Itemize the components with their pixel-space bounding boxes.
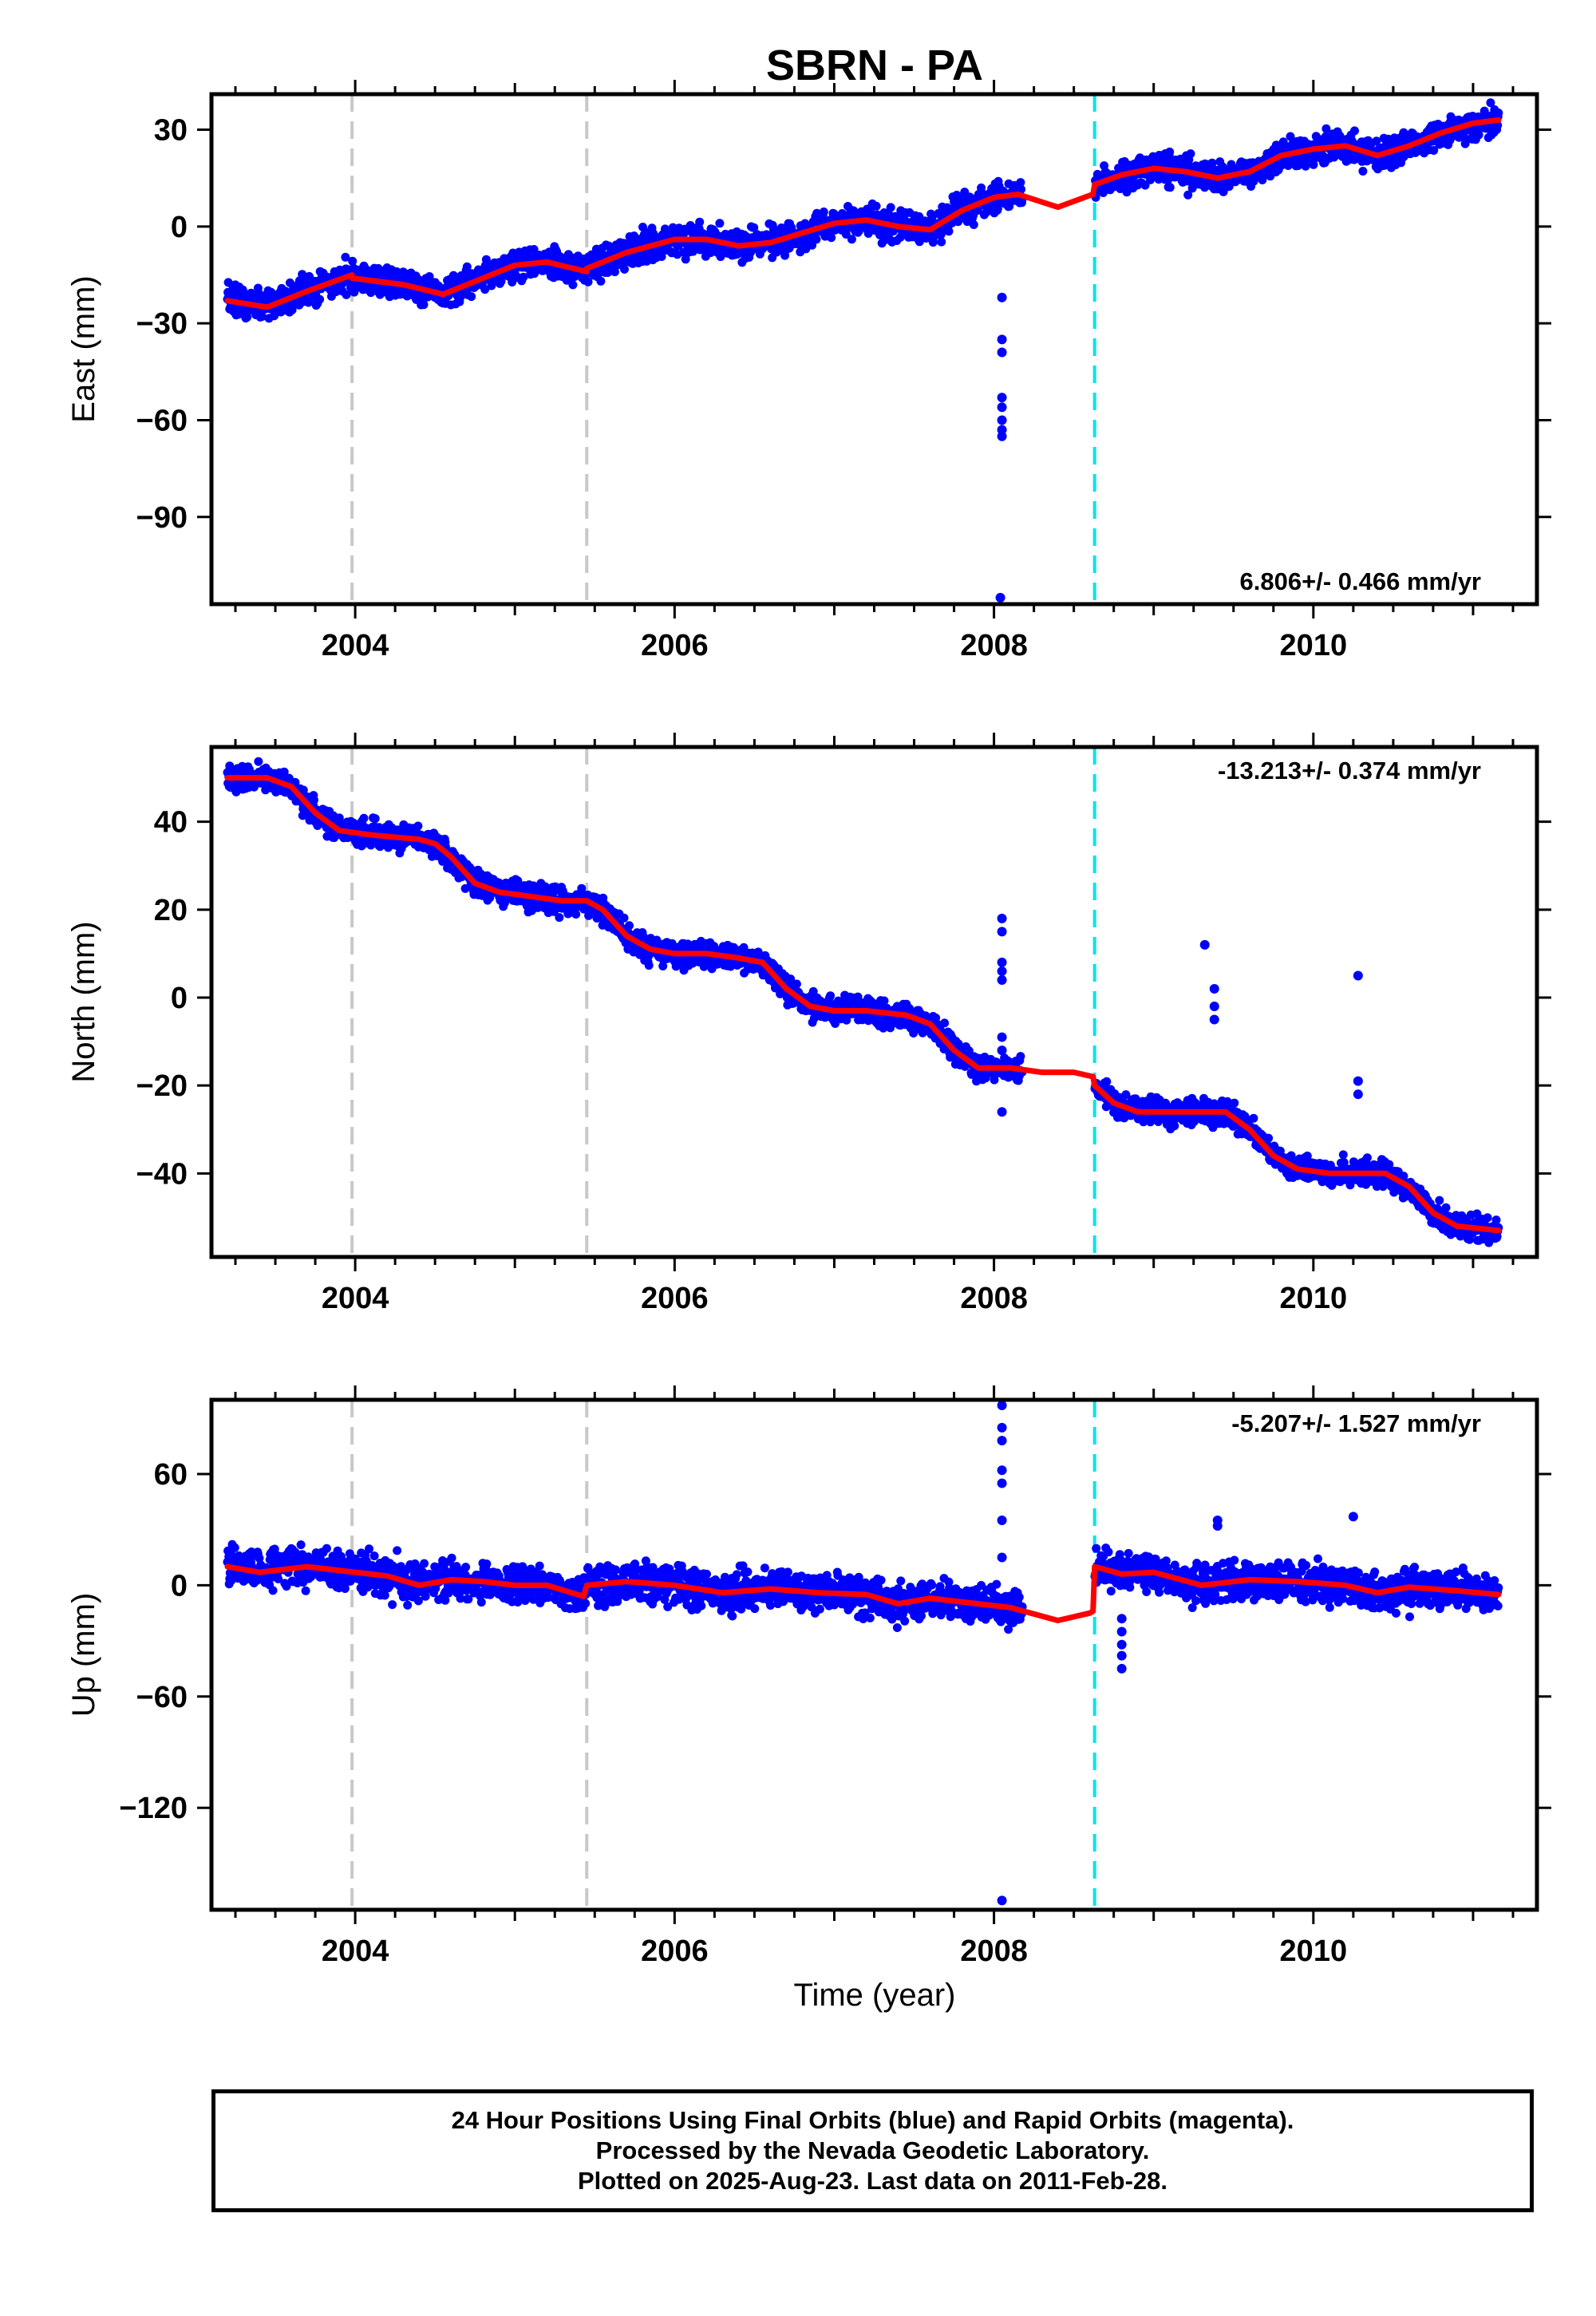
outlier-point-north-3-0 bbox=[1353, 970, 1363, 981]
panel-up: 2004 2006 2008 2010 60 0 −60 −120 Up (mm) -5.207+… bbox=[66, 1385, 1551, 1968]
y-tick-label-east-1: 0 bbox=[171, 211, 188, 244]
y-tick-label-up-1: 0 bbox=[171, 1569, 188, 1603]
model-fit-line-east bbox=[224, 117, 1502, 310]
outlier-point-north-0-4 bbox=[997, 974, 1007, 985]
outlier-point-north-0-2 bbox=[997, 957, 1007, 967]
panel-east: 2004 2006 2008 2010 30 0 −30 −60 −90 East (mm) 6.8… bbox=[66, 80, 1551, 662]
outlier-point-up-0-1 bbox=[997, 1422, 1007, 1433]
y-tick-label-up-2: −60 bbox=[136, 1681, 188, 1714]
outlier-point-up-2-1 bbox=[1212, 1521, 1223, 1531]
y-tick-label-north-3: −20 bbox=[136, 1069, 188, 1103]
y-tick-label-up-0: 60 bbox=[154, 1458, 188, 1492]
x-tick-label-up-1: 2006 bbox=[641, 1935, 709, 1968]
outlier-point-up-1-1 bbox=[1116, 1626, 1127, 1637]
outlier-point-east-1-0 bbox=[995, 592, 1005, 603]
footer-line-plotted: Plotted on 2025-Aug-23. Last data on 201… bbox=[577, 2167, 1168, 2195]
y-tick-label-up-3: −120 bbox=[119, 1792, 188, 1825]
outlier-point-up-0-0 bbox=[997, 1400, 1007, 1410]
plot-area-north bbox=[223, 747, 1503, 1257]
outlier-point-up-3-0 bbox=[1348, 1512, 1358, 1522]
outlier-point-up-1-2 bbox=[1116, 1639, 1127, 1650]
plot-frame-east bbox=[209, 92, 1539, 607]
footer-box: 24 Hour Positions Using Final Orbits (bl… bbox=[211, 2089, 1534, 2212]
outlier-point-up-0-2 bbox=[997, 1436, 1007, 1446]
outlier-point-up-0-4 bbox=[997, 1478, 1007, 1488]
outlier-point-north-0-6 bbox=[997, 1045, 1007, 1056]
plot-area-east bbox=[223, 94, 1503, 604]
x-tick-label-up-3: 2010 bbox=[1280, 1935, 1348, 1968]
outlier-point-up-1-4 bbox=[1116, 1663, 1127, 1674]
outlier-point-north-2-1 bbox=[1209, 1002, 1219, 1012]
y-tick-label-north-0: 40 bbox=[154, 806, 188, 840]
outlier-point-north-0-3 bbox=[997, 966, 1007, 976]
outlier-point-north-0-0 bbox=[997, 913, 1007, 923]
outlier-point-north-2-2 bbox=[1209, 1014, 1219, 1025]
x-tick-label-east-0: 2004 bbox=[322, 629, 389, 662]
x-tick-label-north-2: 2008 bbox=[960, 1282, 1028, 1315]
outlier-point-north-3-2 bbox=[1353, 1089, 1363, 1100]
y-tick-label-east-0: 30 bbox=[154, 113, 188, 147]
figure-title: SBRN - PA bbox=[766, 41, 983, 89]
footer-line-processed: Processed by the Nevada Geodetic Laborat… bbox=[595, 2136, 1150, 2164]
x-tick-label-east-2: 2008 bbox=[960, 629, 1028, 662]
x-tick-label-east-1: 2006 bbox=[641, 629, 709, 662]
outlier-point-up-0-5 bbox=[997, 1516, 1007, 1526]
x-tick-label-up-2: 2008 bbox=[960, 1935, 1028, 1968]
outlier-point-east-0-0 bbox=[997, 292, 1007, 302]
outlier-point-up-0-3 bbox=[997, 1465, 1007, 1476]
y-tick-label-north-4: −40 bbox=[136, 1157, 188, 1191]
outlier-point-north-0-7 bbox=[997, 1107, 1007, 1117]
outlier-point-up-0-6 bbox=[997, 1552, 1007, 1563]
footer-line-orbits: 24 Hour Positions Using Final Orbits (bl… bbox=[451, 2106, 1294, 2134]
outlier-point-north-2-0 bbox=[1209, 983, 1219, 994]
outlier-point-north-0-1 bbox=[997, 927, 1007, 937]
y-axis-label-up: Up (mm) bbox=[66, 1593, 101, 1717]
x-tick-label-east-3: 2010 bbox=[1280, 629, 1348, 662]
velocity-annotation-north: -13.213+/- 0.374 mm/yr bbox=[1218, 757, 1481, 785]
outlier-point-east-0-1 bbox=[997, 334, 1007, 345]
x-tick-label-north-1: 2006 bbox=[641, 1282, 709, 1315]
model-fit-line-north bbox=[224, 775, 1502, 1234]
y-tick-label-north-2: 0 bbox=[171, 982, 188, 1015]
x-axis-label: Time (year) bbox=[794, 1978, 956, 2013]
model-fit-line-up bbox=[224, 1563, 1502, 1623]
plot-area-up bbox=[223, 1400, 1503, 1910]
y-tick-label-east-3: −60 bbox=[136, 404, 188, 437]
plot-frame-up bbox=[209, 1397, 1539, 1912]
y-tick-label-east-4: −90 bbox=[136, 501, 188, 535]
outlier-point-east-0-3 bbox=[997, 393, 1007, 403]
outlier-point-east-0-5 bbox=[997, 415, 1007, 425]
panel-north: 2004 2006 2008 2010 40 20 0 −20 −40 North (mm) -13… bbox=[66, 733, 1551, 1315]
outlier-point-up-1-3 bbox=[1116, 1650, 1127, 1661]
outlier-point-north-3-1 bbox=[1353, 1076, 1363, 1086]
outlier-point-up-1-0 bbox=[1116, 1614, 1127, 1624]
y-tick-label-north-1: 20 bbox=[154, 894, 188, 927]
daily-positions-east bbox=[223, 98, 1503, 323]
outlier-point-east-0-4 bbox=[997, 402, 1007, 413]
x-tick-label-north-0: 2004 bbox=[322, 1282, 389, 1315]
outlier-point-east-0-7 bbox=[997, 431, 1007, 441]
y-axis-label-north: North (mm) bbox=[66, 921, 101, 1082]
velocity-annotation-up: -5.207+/- 1.527 mm/yr bbox=[1231, 1409, 1481, 1437]
outlier-point-north-1-0 bbox=[1199, 939, 1210, 950]
daily-positions-up bbox=[223, 1539, 1503, 1634]
outlier-point-east-0-2 bbox=[997, 347, 1007, 358]
daily-positions-north bbox=[223, 757, 1503, 1247]
velocity-annotation-east: 6.806+/- 0.466 mm/yr bbox=[1240, 567, 1481, 595]
x-tick-label-north-3: 2010 bbox=[1280, 1282, 1348, 1315]
x-tick-label-up-0: 2004 bbox=[322, 1935, 389, 1968]
outlier-point-north-0-5 bbox=[997, 1032, 1007, 1042]
outlier-point-up-0-7 bbox=[997, 1895, 1007, 1906]
y-tick-label-east-2: −30 bbox=[136, 307, 188, 341]
y-axis-label-east: East (mm) bbox=[66, 275, 101, 422]
